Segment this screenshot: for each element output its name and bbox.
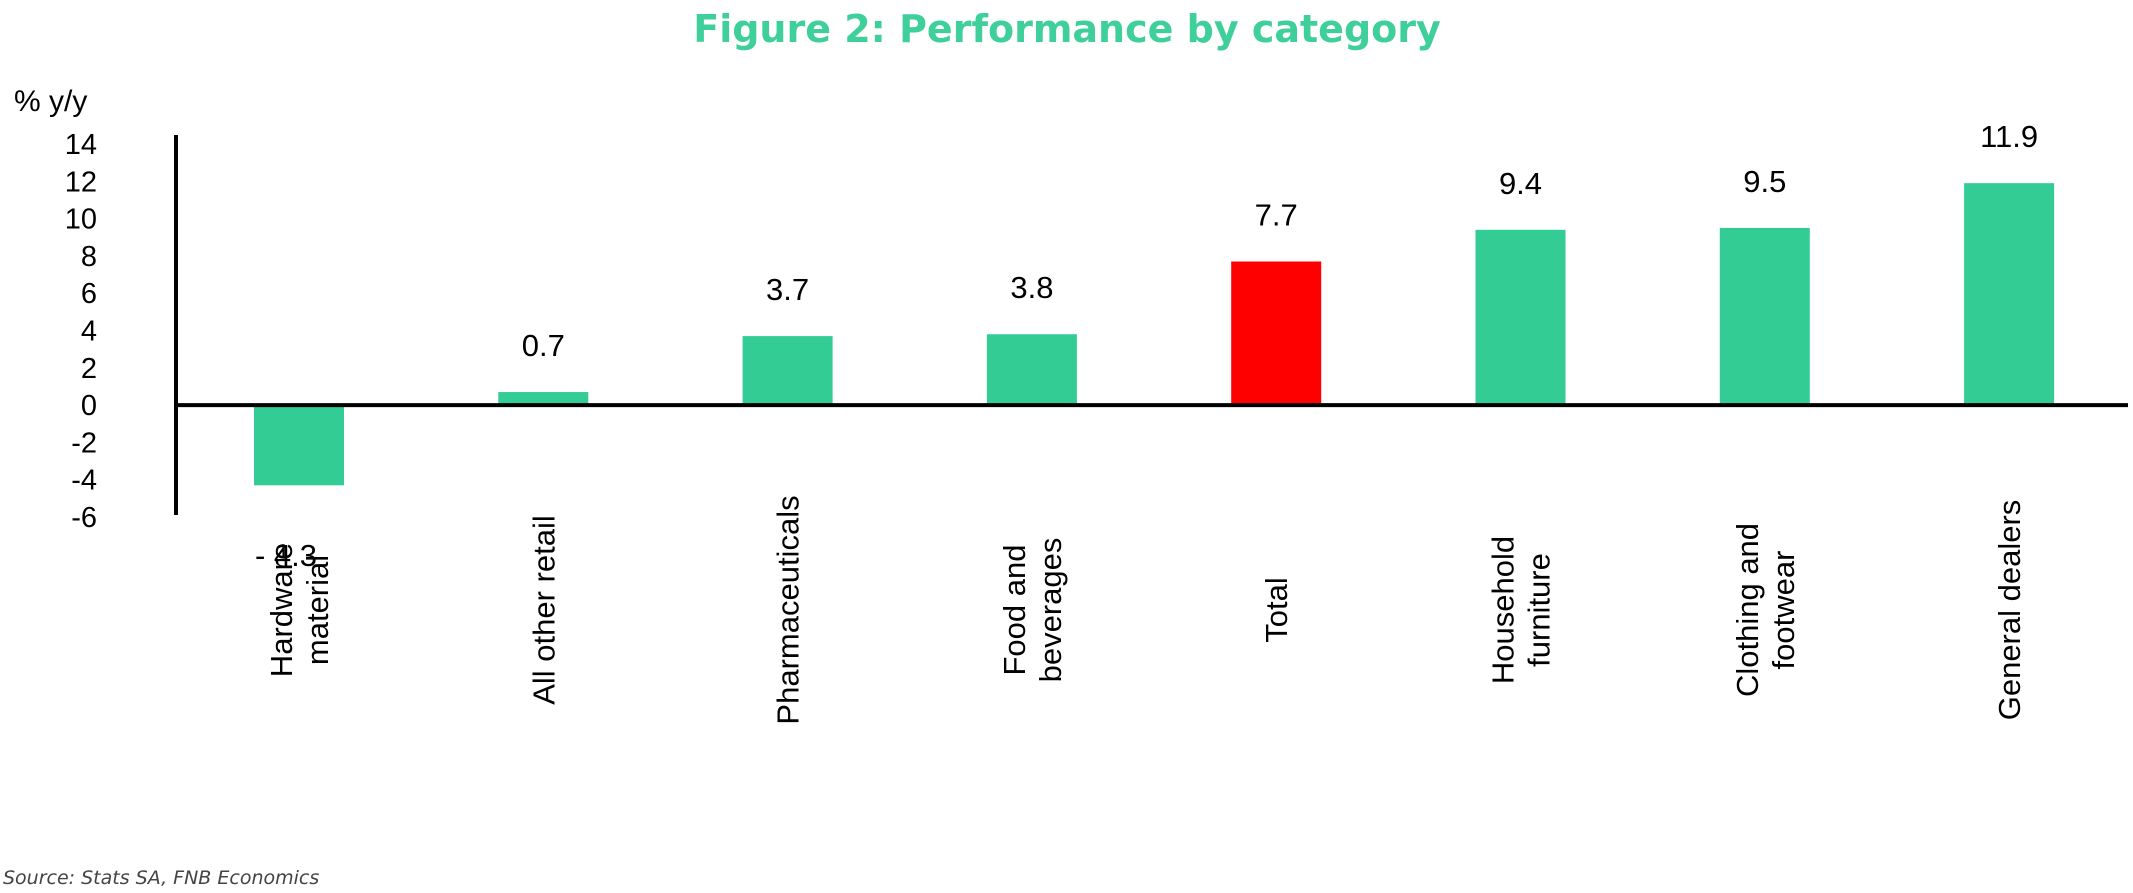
bar bbox=[986, 334, 1077, 406]
y-tick-label: -6 bbox=[71, 502, 97, 534]
y-tick-label: 6 bbox=[81, 278, 97, 310]
category-label-line: Household bbox=[1486, 536, 1521, 684]
bar bbox=[742, 336, 833, 406]
data-label: 7.7 bbox=[1255, 197, 1298, 232]
category-label: Total bbox=[1259, 577, 1294, 642]
y-tick-label: 0 bbox=[81, 390, 97, 422]
y-tick-label: 14 bbox=[65, 129, 97, 161]
category-label-line: material bbox=[300, 555, 335, 665]
data-label: - 4.3 bbox=[255, 538, 317, 573]
bar bbox=[1719, 227, 1810, 406]
category-label-line: General dealers bbox=[1992, 500, 2027, 721]
category-label-line: Food and bbox=[997, 545, 1032, 676]
bar bbox=[254, 405, 344, 486]
y-tick-label: 4 bbox=[81, 316, 97, 348]
y-axis-label: % y/y bbox=[14, 85, 87, 118]
category-label-line: Total bbox=[1259, 577, 1294, 642]
category-labels: Hardware material All other retail Pharmace… bbox=[264, 495, 2027, 724]
bars bbox=[254, 183, 2055, 486]
category-label-line: Hardware bbox=[264, 543, 299, 677]
y-tick-label: 8 bbox=[81, 241, 97, 273]
y-tick-label: -2 bbox=[71, 427, 97, 459]
data-label: 3.7 bbox=[766, 272, 809, 307]
category-label: Pharmaceuticals bbox=[771, 495, 806, 724]
category-label: All other retail bbox=[526, 515, 561, 705]
data-label: 3.8 bbox=[1010, 270, 1053, 305]
category-label: Food and beverages bbox=[997, 538, 1068, 683]
data-label: 9.5 bbox=[1743, 164, 1786, 199]
category-label: Hardware material bbox=[264, 543, 335, 677]
category-label: Clothing and footwear bbox=[1730, 523, 1801, 697]
category-label-line: furniture bbox=[1522, 553, 1557, 667]
axes bbox=[174, 135, 2128, 515]
y-tick-label: 2 bbox=[81, 353, 97, 385]
y-tick-label: -4 bbox=[71, 465, 97, 497]
category-label-line: Clothing and bbox=[1730, 523, 1765, 697]
category-label-line: Pharmaceuticals bbox=[771, 495, 806, 724]
category-label: General dealers bbox=[1992, 500, 2027, 721]
category-label-line: beverages bbox=[1033, 538, 1068, 683]
data-label: 9.4 bbox=[1499, 166, 1542, 201]
source-note: Source: Stats SA, FNB Economics bbox=[3, 867, 319, 889]
data-labels: - 4.3 0.7 3.7 3.8 7.7 9.4 9.5 11.9 bbox=[255, 119, 2038, 573]
category-label-line: footwear bbox=[1766, 551, 1801, 670]
y-tick-label: 10 bbox=[65, 204, 97, 236]
bar bbox=[1475, 229, 1566, 406]
category-label: Household furniture bbox=[1486, 536, 1557, 684]
bar bbox=[498, 392, 589, 406]
bar bbox=[1964, 183, 2055, 406]
y-axis-ticks: 14 12 10 8 6 4 2 0 -2 -4 -6 bbox=[65, 129, 97, 534]
category-label-line: All other retail bbox=[526, 515, 561, 705]
y-tick-label: 12 bbox=[65, 166, 97, 198]
data-label: 0.7 bbox=[522, 328, 565, 363]
bar bbox=[1231, 261, 1322, 406]
data-label: 11.9 bbox=[1980, 119, 2038, 154]
chart-title: Figure 2: Performance by category bbox=[693, 7, 1441, 51]
